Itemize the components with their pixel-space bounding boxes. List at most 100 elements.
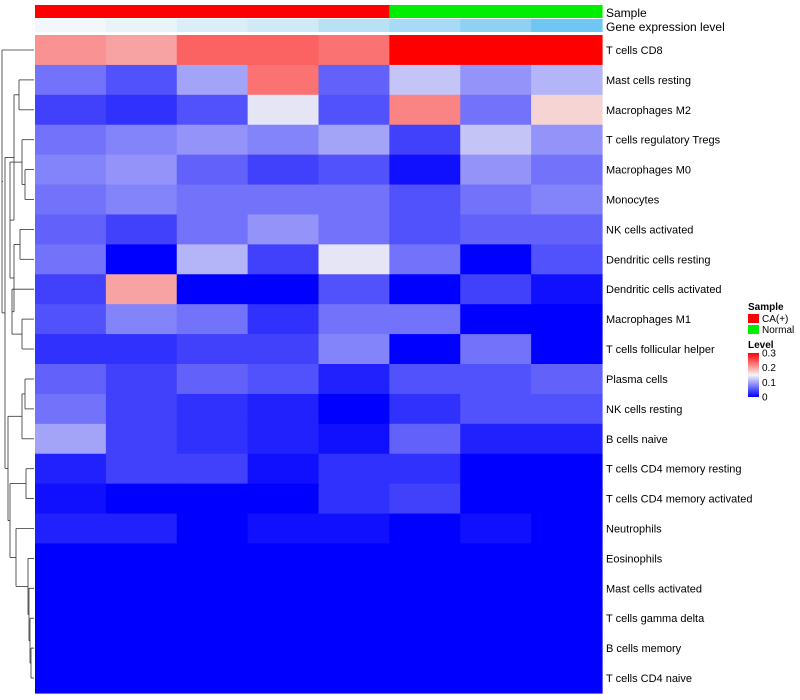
heatmap-cell — [105, 334, 178, 365]
heatmap-cell — [105, 124, 178, 156]
heatmap-cell — [176, 393, 249, 425]
heatmap-cell — [531, 154, 603, 186]
heatmap-cell — [176, 483, 249, 515]
expression-track-cell — [531, 19, 603, 32]
heatmap-cell — [105, 184, 178, 216]
row-label: T cells CD4 naive — [606, 673, 692, 685]
heatmap-cell — [460, 35, 532, 66]
heatmap-cell — [105, 304, 178, 335]
heatmap-cell — [105, 154, 178, 186]
heatmap-cell — [531, 393, 603, 425]
heatmap-cell — [247, 304, 320, 335]
heatmap-cell — [247, 663, 320, 694]
heatmap-cell — [460, 423, 532, 455]
track-label-sample: Sample — [606, 6, 647, 20]
heatmap-cell — [176, 453, 249, 485]
heatmap-cell — [318, 453, 390, 485]
heatmap-cell — [389, 543, 461, 574]
expression-track-cell — [460, 19, 532, 32]
heatmap-cell — [35, 214, 107, 245]
sample-track-cell — [389, 5, 461, 18]
legend-level-tick: 0.2 — [762, 363, 776, 374]
heatmap-cell — [318, 483, 390, 515]
row-label: Dendritic cells resting — [606, 254, 711, 266]
row-label: NK cells resting — [606, 404, 682, 416]
heatmap-cell — [35, 64, 107, 96]
heatmap-cell — [460, 573, 532, 604]
expression-track-cell — [176, 19, 249, 32]
row-label: T cells CD8 — [606, 45, 663, 57]
heatmap-cell — [318, 244, 390, 275]
heatmap-cell — [318, 543, 390, 574]
heatmap-cell — [247, 423, 320, 455]
heatmap-cell — [389, 573, 461, 604]
heatmap-cell — [105, 513, 178, 545]
heatmap-cell — [460, 214, 532, 245]
heatmap-cell — [35, 453, 107, 485]
heatmap-cell — [105, 483, 178, 515]
heatmap-cell — [247, 483, 320, 515]
row-label: T cells CD4 memory resting — [606, 464, 742, 476]
heatmap-cell — [531, 304, 603, 335]
heatmap-cell — [531, 603, 603, 634]
heatmap-cell — [460, 64, 532, 96]
heatmap-cell — [247, 513, 320, 545]
heatmap-cell — [247, 64, 320, 96]
heatmap-cell — [176, 603, 249, 634]
heatmap-cell — [460, 274, 532, 305]
heatmap-cell — [35, 483, 107, 515]
heatmap-cell — [531, 573, 603, 604]
heatmap-cell — [247, 244, 320, 275]
expression-track-cell — [318, 19, 390, 32]
heatmap-cell — [35, 393, 107, 425]
heatmap-cell — [460, 543, 532, 574]
heatmap-cell — [35, 603, 107, 634]
heatmap-cell — [176, 94, 249, 126]
heatmap-cell — [105, 573, 178, 604]
heatmap-cell — [460, 334, 532, 365]
heatmap-cell — [531, 94, 603, 126]
heatmap-cell — [460, 124, 532, 156]
heatmap-cell — [176, 244, 249, 275]
heatmap-cell — [318, 304, 390, 335]
expression-track-cell — [389, 19, 461, 32]
heatmap-cell — [318, 603, 390, 634]
heatmap-cell — [389, 35, 461, 66]
heatmap-cell — [318, 364, 390, 395]
heatmap-cell — [176, 154, 249, 186]
row-labels: T cells CD8 Mast cells resting Macrophages… — [606, 45, 753, 685]
heatmap-cell — [176, 304, 249, 335]
heatmap-cell — [389, 663, 461, 694]
heatmap-cell — [389, 214, 461, 245]
heatmap-cell — [531, 214, 603, 245]
heatmap-cell — [531, 35, 603, 66]
heatmap-cell — [176, 184, 249, 216]
sample-track-cell — [176, 5, 249, 18]
heatmap-cell — [460, 483, 532, 515]
heatmap-cell — [389, 393, 461, 425]
legend-swatch-ca — [748, 314, 759, 323]
heatmap-cell — [176, 423, 249, 455]
row-label: Monocytes — [606, 195, 660, 207]
heatmap-cell — [460, 304, 532, 335]
heatmap-cell — [176, 274, 249, 305]
heatmap-cell — [105, 393, 178, 425]
heatmap-cell — [35, 334, 107, 365]
heatmap-cell — [176, 633, 249, 664]
heatmap-cell — [318, 124, 390, 156]
heatmap-cell — [247, 633, 320, 664]
expression-track-cell — [35, 19, 107, 32]
heatmap-cell — [318, 35, 390, 66]
legend-level-tick: 0.1 — [762, 378, 776, 389]
row-label: Macrophages M0 — [606, 165, 691, 177]
annotation-tracks — [35, 5, 603, 32]
heatmap-cell — [389, 513, 461, 545]
heatmap-cell — [460, 453, 532, 485]
annotation-track-labels: Sample Gene expression level — [606, 6, 725, 34]
heatmap-cell — [318, 663, 390, 694]
heatmap-cell — [389, 274, 461, 305]
heatmap-cell — [531, 244, 603, 275]
row-label: B cells naive — [606, 434, 668, 446]
heatmap-cell — [105, 663, 178, 694]
heatmap-cell — [531, 543, 603, 574]
